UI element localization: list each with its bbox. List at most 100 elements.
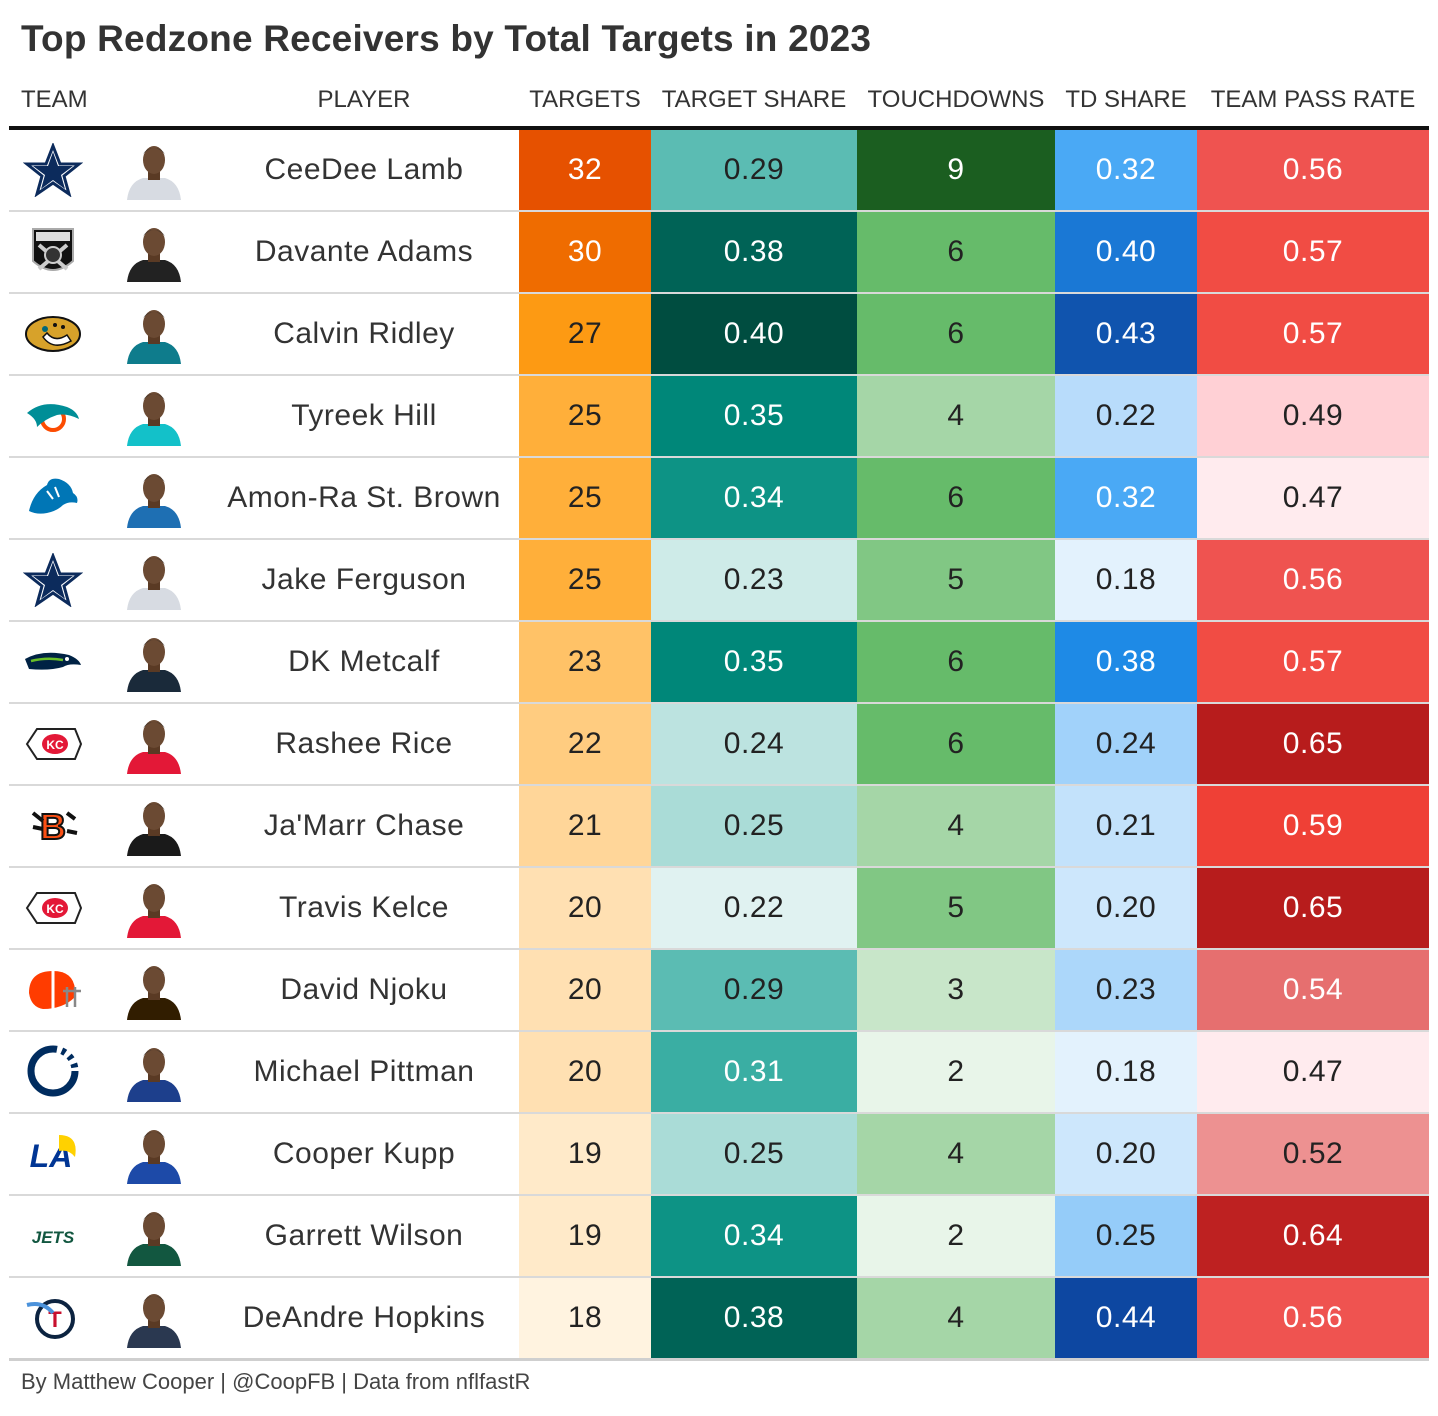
team-pass-rate-cell: 0.59 xyxy=(1197,786,1429,866)
player-name: Travis Kelce xyxy=(279,891,449,924)
td-share-cell: 0.25 xyxy=(1055,1196,1197,1276)
table-row: KC Travis Kelce 20 0.22 5 0.20 0.65 xyxy=(9,868,1429,950)
table-row: Michael Pittman 20 0.31 2 0.18 0.47 xyxy=(9,1032,1429,1114)
table-row: DK Metcalf 23 0.35 6 0.38 0.57 xyxy=(9,622,1429,704)
td-share-cell: 0.18 xyxy=(1055,540,1197,620)
cowboys-logo-icon xyxy=(22,551,84,608)
team-pass-rate-cell: 0.56 xyxy=(1197,130,1429,210)
player-name: DK Metcalf xyxy=(288,645,440,678)
targets-cell: 20 xyxy=(519,950,651,1030)
player-headshot-icon xyxy=(121,468,187,528)
target-share-cell: 0.23 xyxy=(651,540,857,620)
jets-logo-icon: JETS xyxy=(23,1209,83,1263)
target-share-cell: 0.35 xyxy=(651,376,857,456)
browns-logo-icon xyxy=(23,963,83,1017)
touchdowns-cell: 5 xyxy=(857,540,1055,620)
player-name: Jake Ferguson xyxy=(261,563,467,596)
player-name: Cooper Kupp xyxy=(272,1137,456,1170)
td-share-cell: 0.44 xyxy=(1055,1278,1197,1358)
td-share-cell: 0.18 xyxy=(1055,1032,1197,1112)
row-divider xyxy=(9,784,1429,786)
target-share-cell: 0.35 xyxy=(651,622,857,702)
targets-cell: 30 xyxy=(519,212,651,292)
table-row: T DeAndre Hopkins 18 0.38 4 0.44 0.56 xyxy=(9,1278,1429,1360)
target-share-cell: 0.29 xyxy=(651,130,857,210)
td-share-cell: 0.20 xyxy=(1055,1114,1197,1194)
header-team: TEAM xyxy=(21,86,88,113)
targets-cell: 19 xyxy=(519,1114,651,1194)
bengals-logo-icon: B xyxy=(23,799,83,853)
row-divider xyxy=(9,374,1429,376)
row-divider xyxy=(9,948,1429,950)
target-share-cell: 0.25 xyxy=(651,786,857,866)
player-headshot-icon xyxy=(121,386,187,446)
td-share-cell: 0.40 xyxy=(1055,212,1197,292)
targets-cell: 25 xyxy=(519,540,651,620)
row-divider xyxy=(9,538,1429,540)
target-share-cell: 0.24 xyxy=(651,704,857,784)
row-divider xyxy=(9,866,1429,868)
row-divider xyxy=(9,1112,1429,1114)
titans-logo-icon: T xyxy=(23,1291,83,1345)
player-name: Rashee Rice xyxy=(275,727,453,760)
td-share-cell: 0.43 xyxy=(1055,294,1197,374)
target-share-cell: 0.40 xyxy=(651,294,857,374)
targets-cell: 25 xyxy=(519,376,651,456)
svg-text:B: B xyxy=(40,806,66,847)
player-name: Garrett Wilson xyxy=(264,1219,464,1252)
team-pass-rate-cell: 0.64 xyxy=(1197,1196,1429,1276)
team-pass-rate-cell: 0.65 xyxy=(1197,868,1429,948)
touchdowns-cell: 4 xyxy=(857,1114,1055,1194)
row-divider xyxy=(9,1194,1429,1196)
lions-logo-icon xyxy=(23,471,83,525)
player-name: David Njoku xyxy=(280,973,448,1006)
row-divider xyxy=(9,702,1429,704)
header-targets: TARGETS xyxy=(529,86,641,113)
chiefs-logo-icon: KC xyxy=(23,717,83,771)
header-touchdowns: TOUCHDOWNS xyxy=(867,86,1045,113)
target-share-cell: 0.38 xyxy=(651,1278,857,1358)
targets-cell: 23 xyxy=(519,622,651,702)
player-headshot-icon xyxy=(121,550,187,610)
team-pass-rate-cell: 0.65 xyxy=(1197,704,1429,784)
player-headshot-icon xyxy=(121,1124,187,1184)
team-pass-rate-cell: 0.52 xyxy=(1197,1114,1429,1194)
table-row: Calvin Ridley 27 0.40 6 0.43 0.57 xyxy=(9,294,1429,376)
td-share-cell: 0.32 xyxy=(1055,458,1197,538)
touchdowns-cell: 6 xyxy=(857,294,1055,374)
targets-cell: 18 xyxy=(519,1278,651,1358)
player-headshot-icon xyxy=(121,1042,187,1102)
row-divider xyxy=(9,456,1429,458)
table-row: JETS Garrett Wilson 19 0.34 2 0.25 0.64 xyxy=(9,1196,1429,1278)
player-name: Davante Adams xyxy=(254,235,474,268)
team-pass-rate-cell: 0.57 xyxy=(1197,212,1429,292)
svg-text:KC: KC xyxy=(46,738,64,752)
player-name: Calvin Ridley xyxy=(273,317,455,350)
targets-cell: 20 xyxy=(519,1032,651,1112)
row-divider xyxy=(9,292,1429,294)
credit-footer: By Matthew Cooper | @CoopFB | Data from … xyxy=(21,1369,531,1394)
targets-cell: 21 xyxy=(519,786,651,866)
player-headshot-icon xyxy=(121,960,187,1020)
team-pass-rate-cell: 0.56 xyxy=(1197,540,1429,620)
header-player: PLAYER xyxy=(317,86,411,113)
touchdowns-cell: 9 xyxy=(857,130,1055,210)
td-share-cell: 0.24 xyxy=(1055,704,1197,784)
player-headshot-icon xyxy=(121,304,187,364)
team-pass-rate-cell: 0.47 xyxy=(1197,1032,1429,1112)
target-share-cell: 0.34 xyxy=(651,458,857,538)
targets-cell: 20 xyxy=(519,868,651,948)
table-bottom-divider xyxy=(9,1358,1429,1361)
player-headshot-icon xyxy=(121,632,187,692)
touchdowns-cell: 4 xyxy=(857,786,1055,866)
player-name: Amon-Ra St. Brown xyxy=(227,481,501,514)
target-share-cell: 0.22 xyxy=(651,868,857,948)
touchdowns-cell: 6 xyxy=(857,622,1055,702)
table-row: Tyreek Hill 25 0.35 4 0.22 0.49 xyxy=(9,376,1429,458)
row-divider xyxy=(9,1030,1429,1032)
td-share-cell: 0.21 xyxy=(1055,786,1197,866)
target-share-cell: 0.29 xyxy=(651,950,857,1030)
targets-cell: 19 xyxy=(519,1196,651,1276)
team-pass-rate-cell: 0.57 xyxy=(1197,622,1429,702)
chiefs-logo-icon: KC xyxy=(23,881,83,935)
